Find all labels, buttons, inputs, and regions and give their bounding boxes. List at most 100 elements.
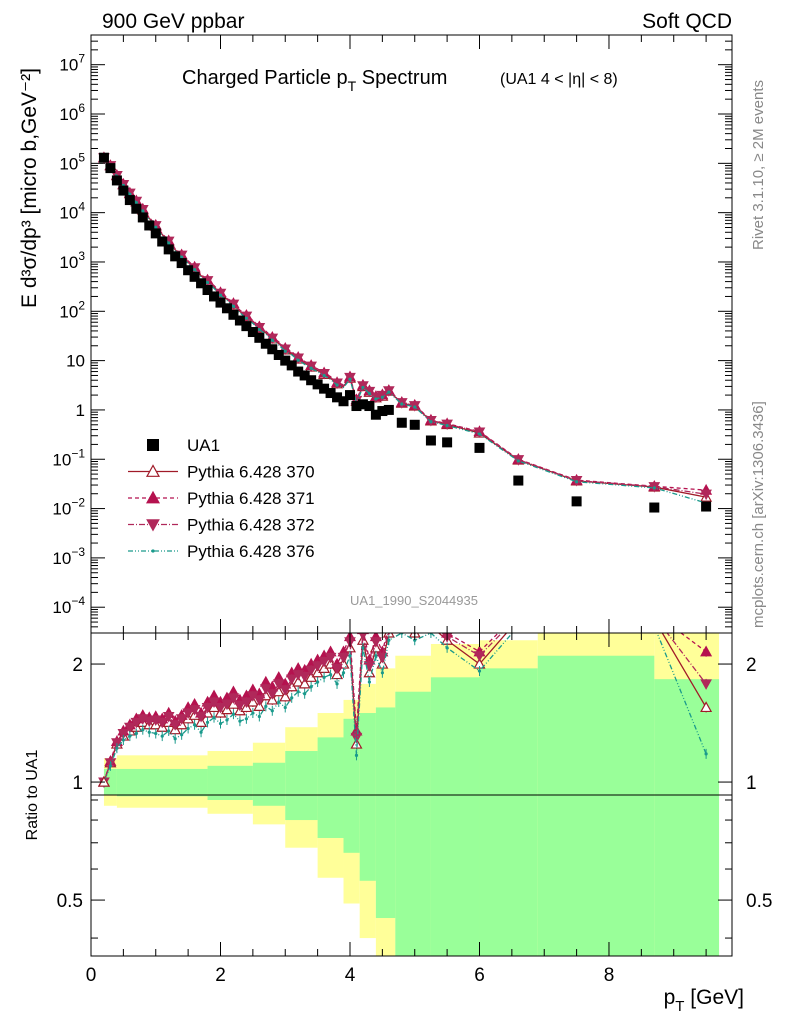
ua1-data-point xyxy=(209,291,220,302)
series-376-ratio-point xyxy=(361,646,365,650)
series-372-ratio-point xyxy=(117,729,130,740)
ua1-data-point xyxy=(306,375,317,386)
legend-entry-371: Pythia 6.428 371 xyxy=(128,489,315,508)
band-inner xyxy=(116,768,208,797)
ua1-data-point xyxy=(215,297,226,308)
series-372-ratio-point xyxy=(649,612,659,621)
ua1-data-point xyxy=(319,383,330,394)
series-376-ratio-point xyxy=(367,680,372,684)
y-tick-label: 10 xyxy=(66,352,85,371)
ua1-data-point xyxy=(571,496,582,507)
series-376-ratio-point xyxy=(477,669,482,673)
series-376-point xyxy=(652,486,656,490)
series-372-ratio-point xyxy=(376,652,389,664)
series-376-ratio-point xyxy=(328,672,333,677)
ua1-data-point xyxy=(234,315,245,326)
series-376-point xyxy=(400,402,404,406)
ua1-data-point xyxy=(267,344,278,355)
series-376-point xyxy=(361,385,365,390)
y-tick-label: 10−1 xyxy=(52,446,85,469)
series-376-point xyxy=(477,432,482,436)
series-370-ratio-point xyxy=(513,614,523,623)
ua1-data-point xyxy=(325,388,336,399)
series-376-ratio-point xyxy=(128,734,132,738)
series-376-ratio-point xyxy=(348,654,352,658)
ua1-data-point xyxy=(513,475,524,486)
ua1-data-point xyxy=(124,195,135,206)
ua1-data-point xyxy=(189,271,200,282)
ua1-data-point xyxy=(370,409,381,420)
series-372-ratio-point xyxy=(266,689,279,700)
series-376-point xyxy=(348,377,352,381)
ratio-y-tick-label: 2 xyxy=(72,655,83,676)
ua1-data-point xyxy=(332,392,343,403)
series-376-point xyxy=(575,480,579,484)
series-372-ratio-point xyxy=(234,700,246,712)
ua1-data-point xyxy=(377,406,388,417)
series-372-ratio-point xyxy=(253,695,266,706)
band-inner xyxy=(317,737,344,838)
band-inner xyxy=(395,691,431,956)
legend-label: Pythia 6.428 372 xyxy=(187,516,315,535)
series-376-ratio-point xyxy=(303,692,307,696)
band-inner xyxy=(430,677,480,956)
ua1-data-point xyxy=(474,442,485,453)
series-372-ratio-point xyxy=(156,717,169,729)
series-376-ratio-point xyxy=(296,690,300,694)
series-372-point xyxy=(700,489,712,501)
series-372-ratio-point xyxy=(130,717,143,729)
x-tick-label: 0 xyxy=(86,965,97,986)
series-376-point xyxy=(367,391,372,396)
ua1-data-point xyxy=(299,370,310,381)
x-tick-label: 4 xyxy=(345,965,356,986)
series-370-ratio-point xyxy=(279,690,292,702)
series-376-ratio-point xyxy=(192,723,197,727)
series-372-ratio-point xyxy=(123,722,136,734)
series-372-ratio-point xyxy=(214,702,227,714)
series-376-point xyxy=(335,383,339,387)
series-376-ratio-point xyxy=(380,671,384,675)
y-tick-label: 103 xyxy=(59,249,85,272)
ua1-data-point xyxy=(357,399,368,410)
ua1-data-point xyxy=(425,435,436,446)
series-371-ratio-point xyxy=(356,633,369,635)
ratio-y-tick-label-right: 2 xyxy=(746,655,757,676)
ua1-data-point xyxy=(396,417,407,428)
series-372-ratio-point xyxy=(195,711,207,723)
series-376-ratio-point xyxy=(186,726,190,731)
series-376-ratio-point xyxy=(257,714,261,719)
ratio-y-tick-label-right: 1 xyxy=(746,773,757,794)
ratio-ticks: 2 2 1 1 0.5 0.5 0 2 4 6 8 xyxy=(57,633,772,986)
series-370-ratio-point xyxy=(397,621,407,630)
x-tick-label: 2 xyxy=(215,965,226,986)
band-inner xyxy=(285,751,318,821)
legend-label: Pythia 6.428 371 xyxy=(187,489,315,508)
side-label-top: Rivet 3.1.10, ≥ 2M events xyxy=(750,80,767,250)
ua1-data-point xyxy=(701,501,712,512)
ua1-data-point xyxy=(176,258,187,269)
series-376-ratio-point xyxy=(205,720,210,724)
series-372-point xyxy=(266,333,279,345)
side-label-bottom: mcplots.cern.ch [arXiv:1306.3436] xyxy=(750,401,767,628)
band-inner xyxy=(479,668,538,956)
series-371-ratio-point xyxy=(649,608,659,617)
series-376-ratio-point xyxy=(212,716,216,720)
ratio-axis-label: Ratio to UA1 xyxy=(24,750,41,841)
legend-marker xyxy=(145,490,161,504)
series-376-ratio-point xyxy=(322,675,326,679)
ua1-data-point xyxy=(280,355,291,366)
series-372-ratio-point xyxy=(358,633,368,641)
series-376-ratio-point xyxy=(309,685,313,689)
series-376-point xyxy=(167,241,171,245)
series-372-ratio-point xyxy=(318,657,330,668)
band-inner xyxy=(537,655,655,956)
header-left: 900 GeV ppbar xyxy=(102,10,244,33)
y-tick-label: 104 xyxy=(59,200,85,223)
ua1-data-point xyxy=(383,404,394,415)
ua1-data-point xyxy=(338,396,349,407)
series-372-ratio-point xyxy=(311,661,324,672)
series-372-ratio-point xyxy=(337,652,350,664)
series-376-ratio-point xyxy=(108,764,113,768)
band-inner xyxy=(359,713,376,881)
